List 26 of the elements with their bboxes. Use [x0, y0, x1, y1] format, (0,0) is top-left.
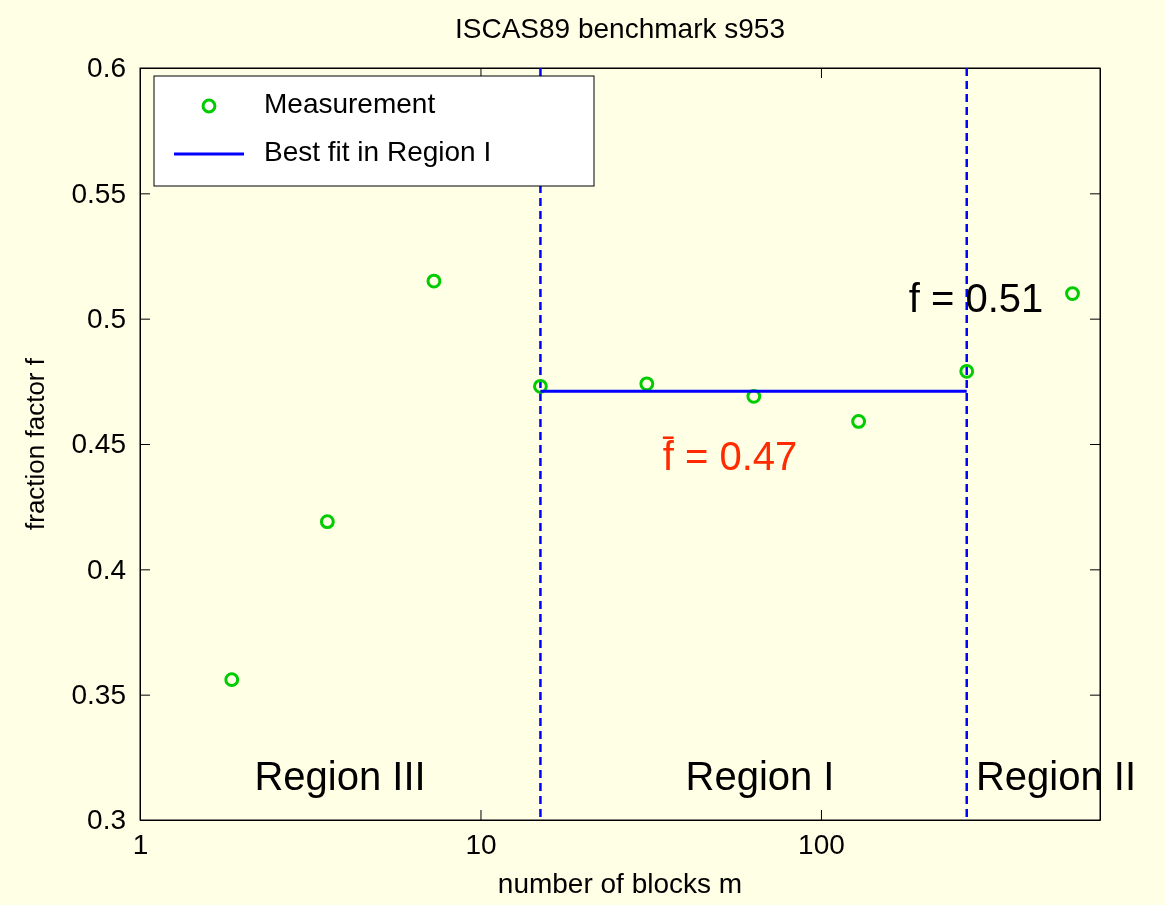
annotation: Region II: [975, 754, 1137, 798]
y-tick-label: 0.5: [87, 303, 126, 335]
annotation: Region III: [254, 754, 426, 798]
x-axis-title: number of blocks m: [497, 868, 743, 899]
chart-title: ISCAS89 benchmark s953: [455, 13, 785, 44]
y-tick-label: 0.6: [87, 52, 126, 84]
y-tick-label: 0.35: [71, 679, 126, 711]
y-tick-label: 0.4: [87, 553, 126, 585]
x-tick-label: 1: [132, 828, 149, 860]
legend-label: Best fit in Region I: [264, 136, 492, 168]
point: [1065, 286, 1080, 302]
point: [426, 273, 442, 289]
annotation: Region I: [685, 754, 835, 798]
y-axis-title: fraction factor f: [20, 357, 50, 530]
legend-label: Measurement: [264, 88, 436, 120]
point: [959, 363, 975, 379]
y-tick-label: 0.3: [87, 804, 126, 836]
annotation: f = 0.51: [908, 276, 1044, 320]
x-tick-label: 10: [465, 828, 497, 860]
x-tick-label: 100: [798, 828, 845, 860]
y-tick-label: 0.45: [71, 428, 126, 460]
point: [639, 376, 655, 392]
y-tick-label: 0.55: [71, 177, 126, 209]
annotation: f̄ = 0.47: [662, 434, 798, 478]
point: [319, 514, 335, 530]
point: [851, 414, 867, 429]
